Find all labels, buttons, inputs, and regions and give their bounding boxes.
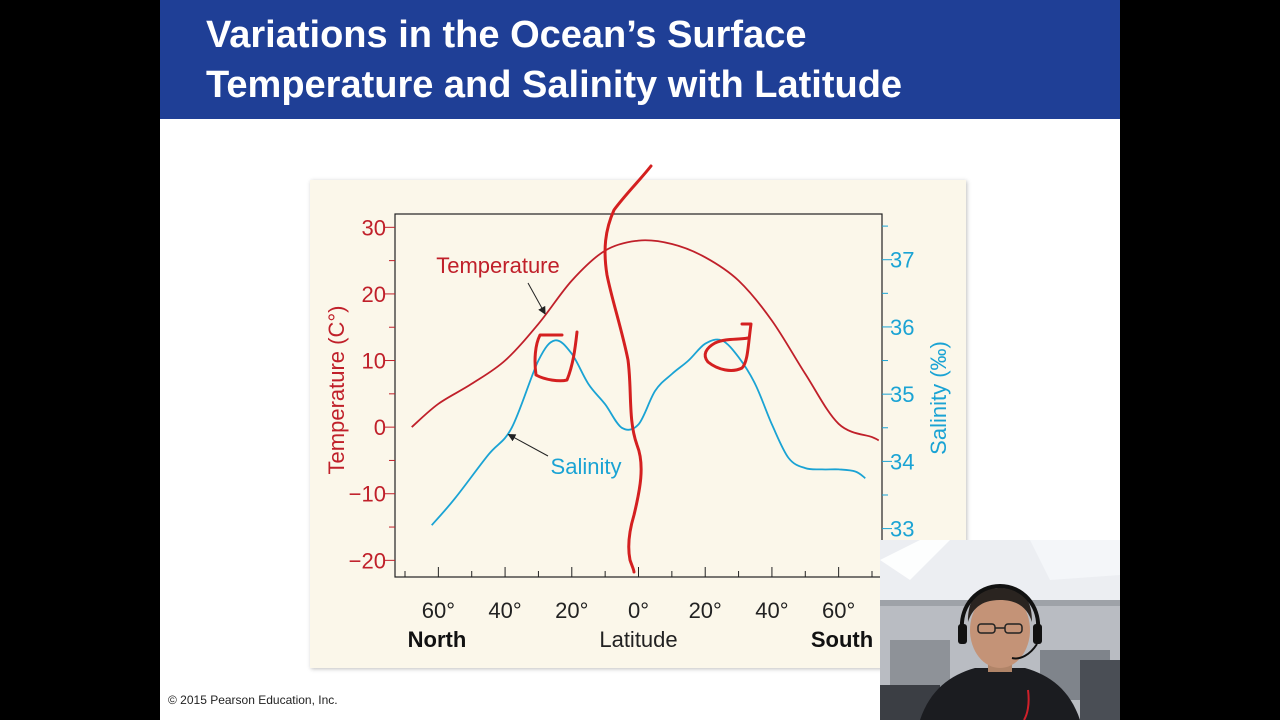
right-y-tick-label: 34 [890,449,914,474]
webcam-overlay [880,540,1120,720]
x-end-label-south: South [811,627,873,652]
left-y-axis: 30 20 10 0 −10 −20 Temperature (C°) [324,215,395,573]
right-y-axis: 37 36 35 34 33 Salinity (‰) [882,225,951,563]
ink-equator-line [603,164,653,574]
x-tick-label: 60° [422,598,455,623]
left-y-axis-label: Temperature (C°) [324,306,349,475]
x-tick-label: 20° [689,598,722,623]
title-bar: Variations in the Ocean’s Surface Temper… [160,0,1120,119]
copyright-notice: © 2015 Pearson Education, Inc. [168,693,338,707]
x-tick-label: 40° [488,598,521,623]
left-y-tick-label: 30 [362,215,386,240]
left-y-tick-label: 20 [362,282,386,307]
x-end-label-north: North [408,627,467,652]
x-tick-label: 40° [755,598,788,623]
x-axis: 60° 40° 20° 0° 20° 40° 60° Latitude North South [404,567,873,652]
slide-title-line-2: Temperature and Salinity with Latitude [206,64,903,106]
right-y-tick-label: 33 [890,517,914,542]
ink-north-bracket [533,330,579,383]
left-y-tick-label: −10 [349,482,386,507]
right-y-tick-label: 36 [890,315,914,340]
series-lines [411,239,880,526]
temperature-series-label: Temperature [436,253,560,278]
right-y-tick-label: 35 [890,382,914,407]
x-axis-label: Latitude [599,627,677,652]
temperature-arrow [527,282,546,315]
left-y-tick-label: 0 [374,415,386,440]
right-y-axis-label: Salinity (‰) [926,341,951,455]
left-y-tick-label: −20 [349,548,386,573]
right-y-tick-label: 37 [890,248,914,273]
x-tick-label: 60° [822,598,855,623]
slide-title: Variations in the Ocean’s Surface Temper… [206,10,902,110]
x-tick-label: 0° [628,598,649,623]
salinity-arrow [507,434,549,457]
ink-annotations [533,164,753,574]
series-line-temperature [411,239,880,442]
left-y-tick-label: 10 [362,349,386,374]
slide-title-line-1: Variations in the Ocean’s Surface [206,14,807,56]
series-line-salinity [431,338,866,526]
x-tick-label: 20° [555,598,588,623]
chart-labels: Temperature Salinity [436,253,621,479]
salinity-series-label: Salinity [551,454,622,479]
ink-south-bracket [703,322,753,372]
